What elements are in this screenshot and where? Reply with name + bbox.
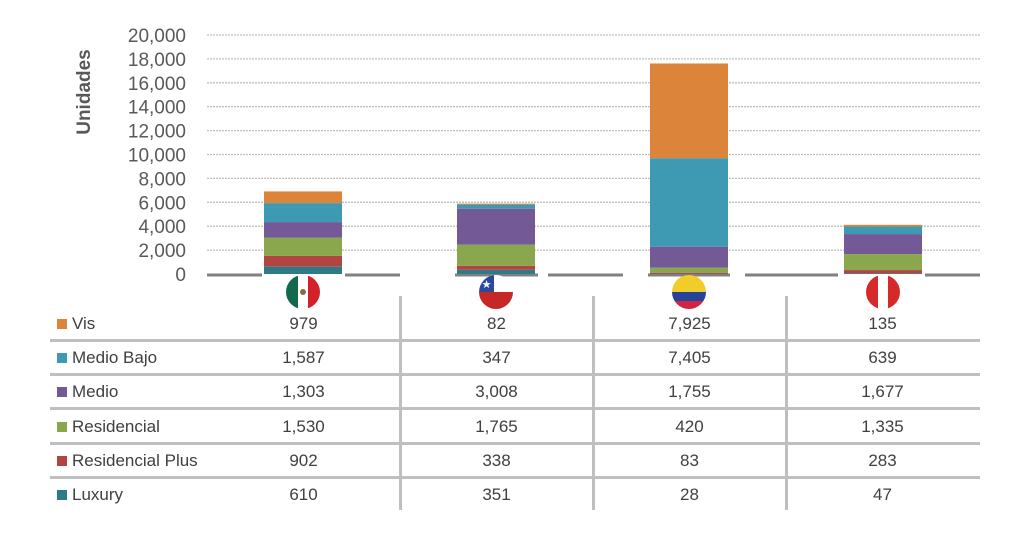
bar-peru-vis — [844, 224, 922, 227]
value-cell: 28 — [680, 485, 699, 504]
y-tick-label: 0 — [175, 265, 186, 286]
legend-swatch — [57, 353, 67, 364]
value-cell: 82 — [487, 314, 506, 333]
series-label: Medio Bajo — [72, 348, 158, 368]
table-row: Residencial 1,530 1,765 420 1,335 — [50, 409, 980, 443]
value-cell: 420 — [675, 416, 704, 436]
bar-colombia-residencial — [650, 267, 728, 273]
y-tick-label: 20,000 — [128, 26, 186, 47]
y-tick-label: 6,000 — [138, 193, 186, 214]
value-cell: 347 — [482, 348, 511, 368]
flag-colombia-icon — [672, 275, 706, 309]
value-cell: 1,677 — [861, 382, 904, 402]
value-cell: 979 — [289, 314, 318, 333]
flag-chile-icon: ★ — [479, 275, 513, 309]
bar-chile-luxury — [457, 269, 535, 274]
bar-mexico-vis — [264, 191, 342, 204]
column-divider — [785, 296, 788, 510]
column-divider — [399, 296, 402, 510]
value-cell: 1,765 — [475, 416, 518, 436]
row-divider — [50, 339, 980, 342]
series-label: Residencial Plus — [72, 450, 198, 470]
legend-swatch — [57, 455, 67, 466]
value-cell: 1,587 — [282, 348, 325, 368]
table-row: Medio 1,303 3,008 1,755 1,677 — [50, 374, 980, 408]
bar-chile-residencial — [457, 244, 535, 266]
value-cell: 135 — [868, 314, 897, 333]
bar-peru-residencial — [844, 254, 922, 271]
value-cell: 283 — [868, 450, 897, 470]
y-tick-label: 8,000 — [138, 169, 186, 190]
series-label: Vis — [72, 314, 96, 333]
flag-mexico-icon — [286, 275, 320, 309]
bar-peru-residencial-plus — [844, 270, 922, 274]
value-cell: 1,303 — [282, 382, 325, 402]
legend-swatch — [57, 421, 67, 432]
y-tick-label: 2,000 — [138, 241, 186, 262]
table-row: Medio Bajo 1,587 347 7,405 639 — [50, 340, 980, 374]
value-cell: 47 — [873, 485, 892, 504]
bar-colombia-medio — [650, 246, 728, 268]
value-cell: 351 — [482, 485, 511, 504]
y-tick-label: 10,000 — [128, 146, 186, 167]
svg-text:★: ★ — [482, 279, 492, 291]
value-cell: 610 — [289, 485, 318, 504]
bar-colombia-residencial-plus — [650, 272, 728, 274]
series-label: Residencial — [72, 416, 160, 436]
value-cell: 83 — [680, 450, 699, 470]
y-tick-label: 4,000 — [138, 217, 186, 238]
value-cell: 639 — [868, 348, 897, 368]
bar-colombia-medio-bajo — [650, 158, 728, 247]
bar-chile-residencial-plus — [457, 265, 535, 270]
series-label: Medio — [72, 382, 119, 402]
value-cell: 338 — [482, 450, 511, 470]
bar-mexico-medio-bajo — [264, 203, 342, 223]
legend-swatch — [57, 387, 67, 398]
bar-peru-medio-bajo — [844, 226, 922, 235]
row-divider — [50, 407, 980, 411]
bar-mexico-residencial-plus — [264, 255, 342, 267]
value-cell: 1,755 — [668, 382, 711, 402]
value-cell: 7,925 — [668, 314, 711, 333]
series-label: Luxury — [72, 485, 124, 504]
row-divider — [50, 441, 980, 445]
flag-peru-icon — [866, 275, 900, 309]
bar-peru-medio — [844, 234, 922, 255]
y-tick-label: 14,000 — [128, 98, 186, 119]
bar-mexico-luxury — [264, 266, 342, 274]
value-cell: 3,008 — [475, 382, 518, 402]
bar-chile-vis — [457, 203, 535, 205]
y-axis-label: Unidades — [74, 49, 95, 135]
row-divider — [50, 373, 980, 377]
table-row: Luxury 610 351 28 47 — [50, 477, 980, 511]
value-cell: 1,530 — [282, 416, 325, 436]
y-tick-label: 16,000 — [128, 74, 186, 95]
legend-swatch — [57, 319, 67, 329]
row-divider — [50, 475, 980, 479]
value-cell: 1,335 — [861, 416, 904, 436]
bar-mexico-residencial — [264, 237, 342, 256]
y-tick-label: 12,000 — [128, 122, 186, 143]
column-divider — [592, 296, 595, 510]
y-tick-label: 18,000 — [128, 50, 186, 71]
bar-colombia-vis — [650, 63, 728, 159]
table-row: Residencial Plus 902 338 83 283 — [50, 443, 980, 477]
bar-chile-medio-bajo — [457, 204, 535, 209]
legend-swatch — [57, 490, 67, 500]
value-cell: 7,405 — [668, 348, 711, 368]
value-cell: 902 — [289, 450, 318, 470]
table-row: Vis 979 82 7,925 135 — [50, 306, 980, 340]
bar-chile-medio — [457, 208, 535, 245]
bar-peru-luxury — [844, 273, 922, 274]
bar-mexico-medio — [264, 222, 342, 238]
